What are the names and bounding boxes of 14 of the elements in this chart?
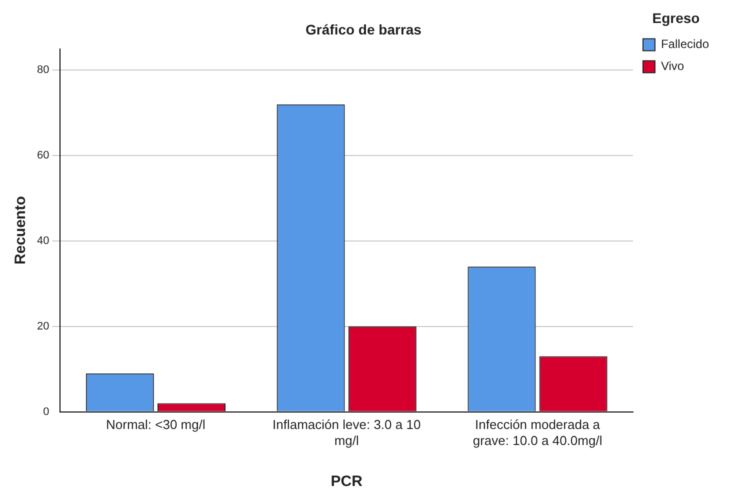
x-axis-title: PCR (330, 473, 363, 490)
y-tick-label: 20 (36, 320, 50, 332)
x-tick-label: Infección moderada a grave: 10.0 a 40.0mg/l (472, 417, 602, 448)
y-tick-label: 40 (36, 235, 50, 248)
x-tick-label: Normal: <30 mg/l (106, 417, 206, 432)
x-tick-label: Inflamación leve: 3.0 a 10 mg/l (272, 417, 421, 448)
legend-title: Egreso (652, 10, 700, 26)
chart-title: Gráfico de barras (306, 21, 422, 38)
y-tick-label: 80 (36, 64, 50, 76)
y-tick-label: 0 (43, 406, 50, 418)
legend-label: Vivo (660, 59, 684, 74)
y-tick-label: 60 (36, 150, 50, 162)
y-axis-title: Recuento (12, 196, 30, 264)
legend-label: Fallecido (660, 37, 710, 52)
